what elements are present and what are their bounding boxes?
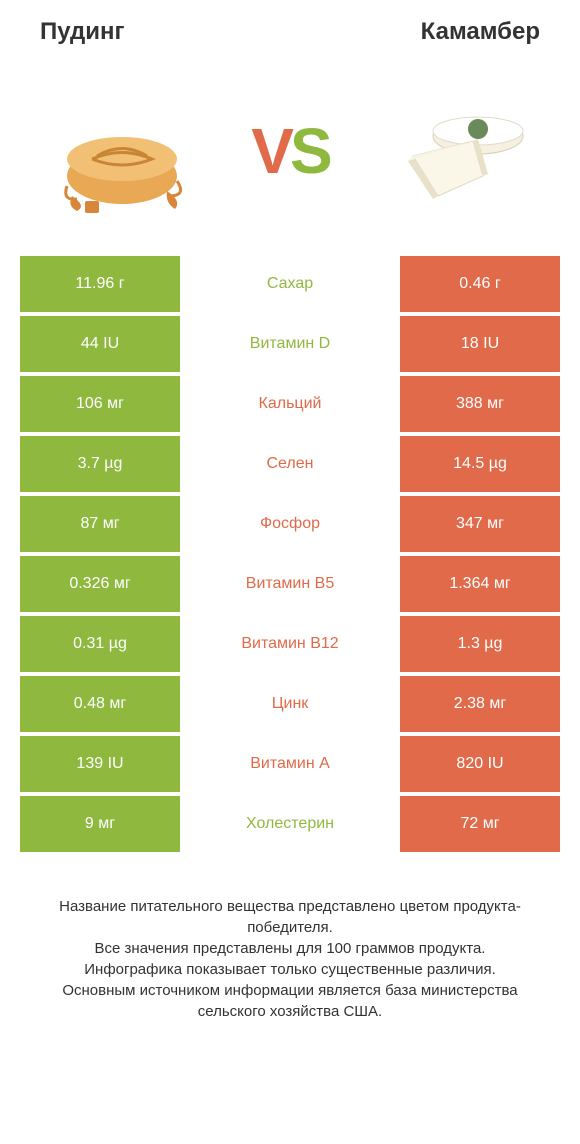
- table-row: 44 IUВитамин D18 IU: [20, 316, 560, 372]
- cell-right: 14.5 µg: [400, 436, 560, 492]
- cell-right: 72 мг: [400, 796, 560, 852]
- cell-label: Витамин A: [180, 736, 400, 792]
- vs-s: S: [290, 115, 329, 187]
- table-row: 0.31 µgВитамин B121.3 µg: [20, 616, 560, 672]
- pudding-image: [47, 81, 197, 221]
- cell-right: 1.364 мг: [400, 556, 560, 612]
- cell-left: 9 мг: [20, 796, 180, 852]
- footer-line: Все значения представлены для 100 граммо…: [30, 938, 550, 959]
- vs-v: V: [251, 115, 290, 187]
- table-row: 106 мгКальций388 мг: [20, 376, 560, 432]
- table-row: 139 IUВитамин A820 IU: [20, 736, 560, 792]
- comparison-table: 11.96 гСахар0.46 г44 IUВитамин D18 IU106…: [0, 256, 580, 852]
- table-row: 0.326 мгВитамин B51.364 мг: [20, 556, 560, 612]
- footer-line: Название питательного вещества представл…: [30, 896, 550, 938]
- cell-left: 87 мг: [20, 496, 180, 552]
- footer-notes: Название питательного вещества представл…: [0, 856, 580, 1042]
- cell-label: Витамин D: [180, 316, 400, 372]
- cell-left: 0.48 мг: [20, 676, 180, 732]
- header: Пудинг Камамбер: [0, 0, 580, 56]
- cell-right: 2.38 мг: [400, 676, 560, 732]
- table-row: 11.96 гСахар0.46 г: [20, 256, 560, 312]
- cell-right: 388 мг: [400, 376, 560, 432]
- footer-line: Инфографика показывает только существенн…: [30, 959, 550, 980]
- table-row: 0.48 мгЦинк2.38 мг: [20, 676, 560, 732]
- cell-label: Фосфор: [180, 496, 400, 552]
- cell-left: 44 IU: [20, 316, 180, 372]
- images-row: VS: [0, 56, 580, 256]
- cell-label: Сахар: [180, 256, 400, 312]
- footer-line: Основным источником информации является …: [30, 980, 550, 1022]
- cell-left: 139 IU: [20, 736, 180, 792]
- cell-right: 18 IU: [400, 316, 560, 372]
- vs-label: VS: [251, 114, 328, 188]
- cell-label: Витамин B12: [180, 616, 400, 672]
- cell-right: 820 IU: [400, 736, 560, 792]
- title-left: Пудинг: [40, 18, 124, 46]
- cell-left: 106 мг: [20, 376, 180, 432]
- table-row: 3.7 µgСелен14.5 µg: [20, 436, 560, 492]
- cell-label: Цинк: [180, 676, 400, 732]
- cell-right: 0.46 г: [400, 256, 560, 312]
- cell-label: Селен: [180, 436, 400, 492]
- cell-label: Витамин B5: [180, 556, 400, 612]
- cell-left: 0.31 µg: [20, 616, 180, 672]
- table-row: 9 мгХолестерин72 мг: [20, 796, 560, 852]
- table-row: 87 мгФосфор347 мг: [20, 496, 560, 552]
- cell-right: 1.3 µg: [400, 616, 560, 672]
- camembert-image: [383, 81, 533, 221]
- cell-right: 347 мг: [400, 496, 560, 552]
- cell-left: 3.7 µg: [20, 436, 180, 492]
- cell-left: 0.326 мг: [20, 556, 180, 612]
- cell-label: Холестерин: [180, 796, 400, 852]
- cell-label: Кальций: [180, 376, 400, 432]
- cell-left: 11.96 г: [20, 256, 180, 312]
- title-right: Камамбер: [421, 18, 540, 46]
